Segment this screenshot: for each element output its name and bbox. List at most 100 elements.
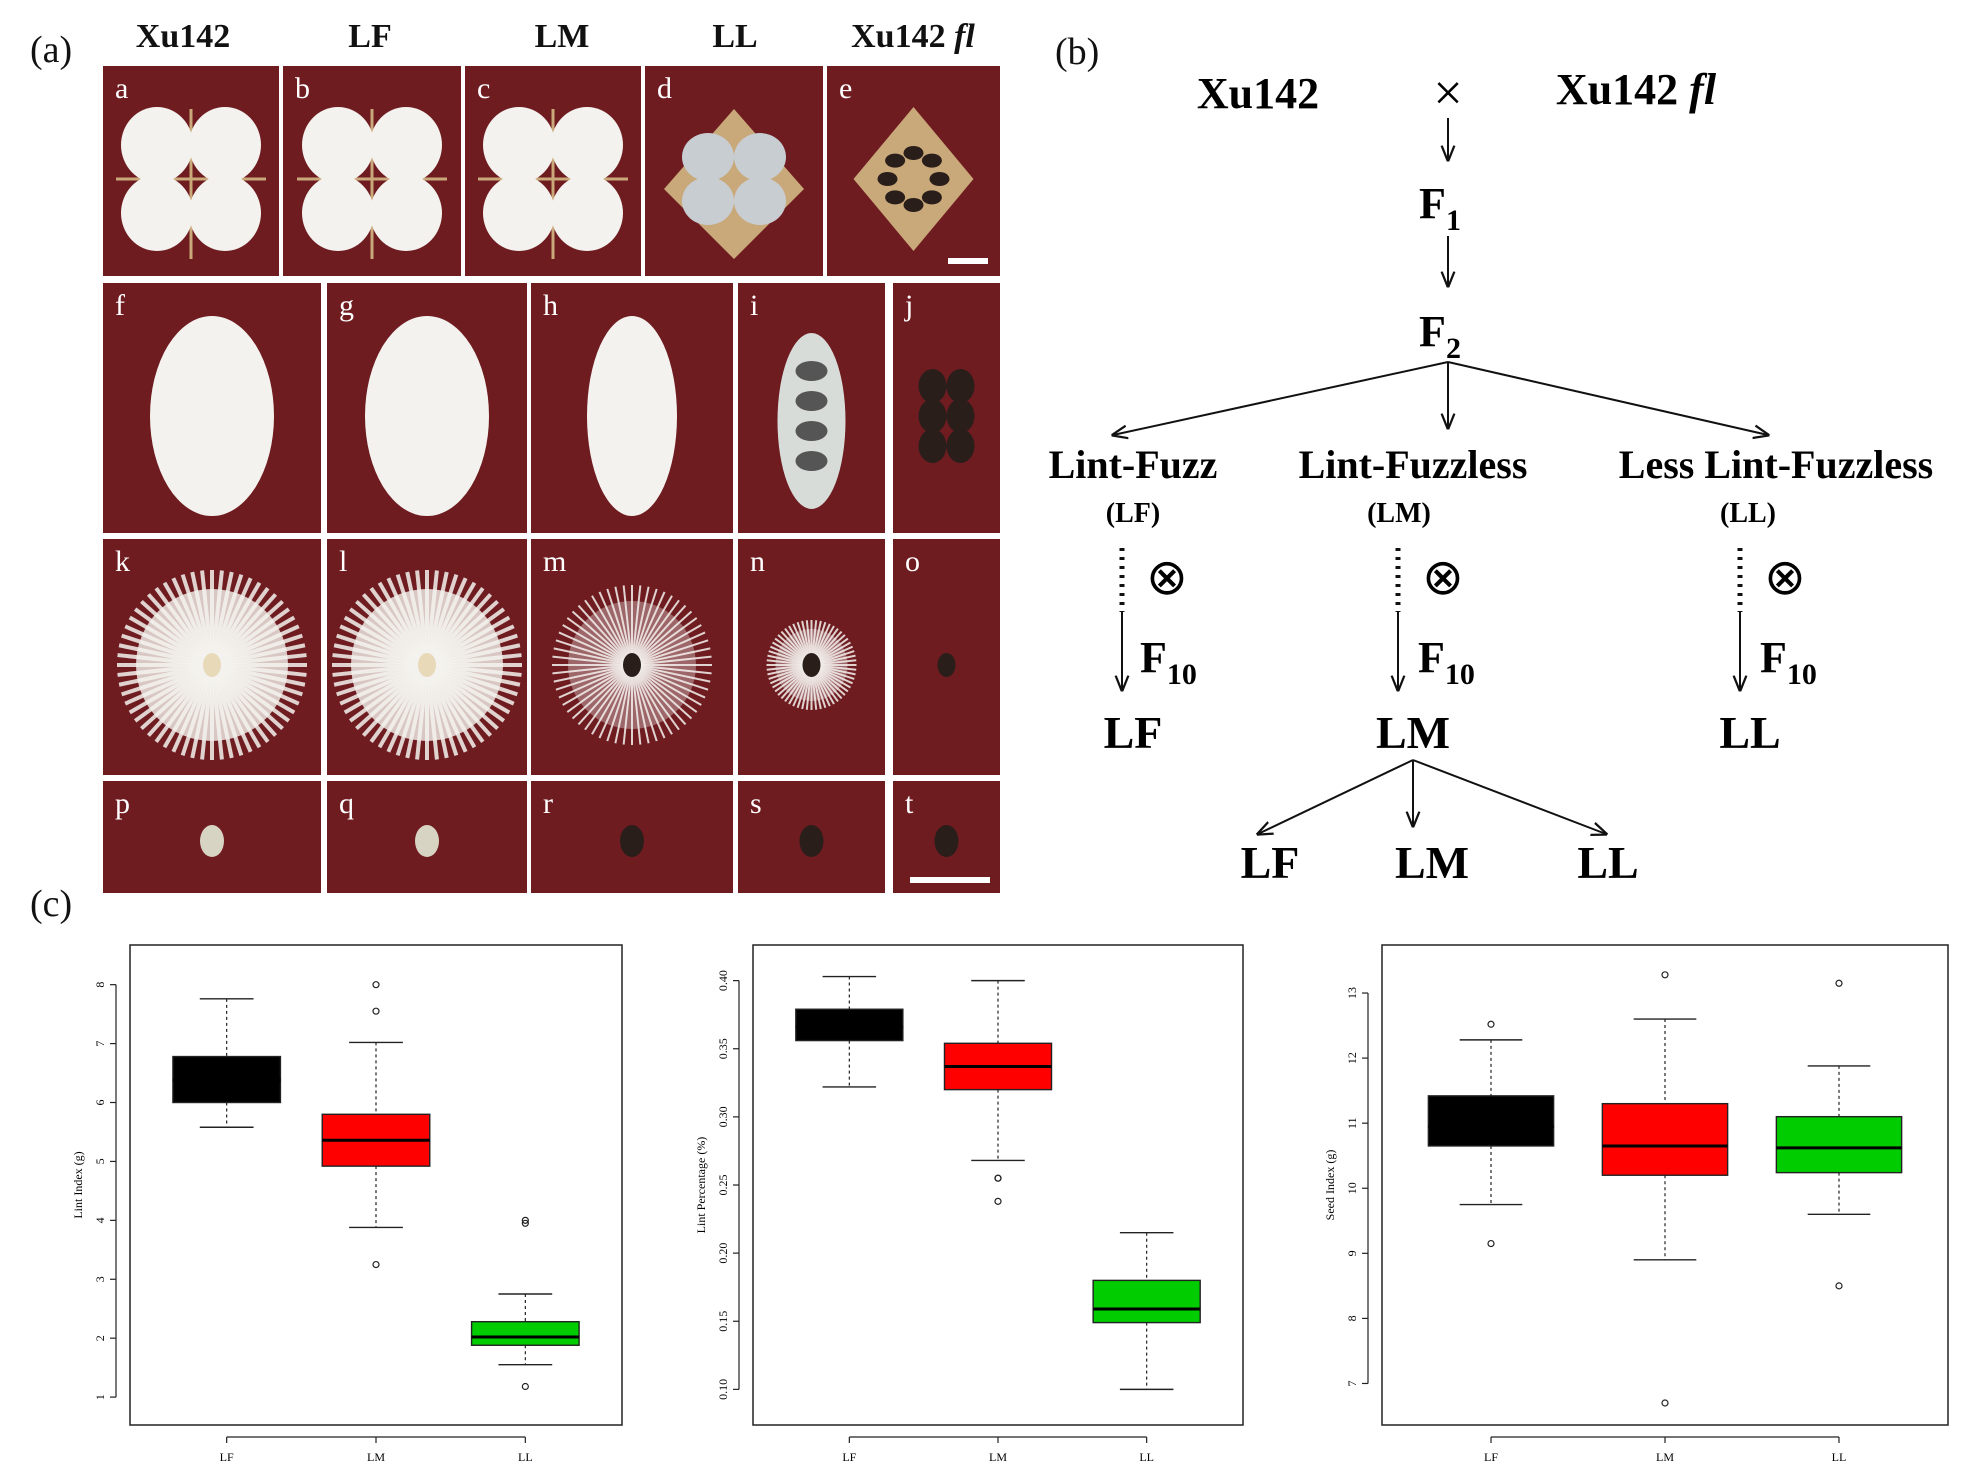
f1-main: F	[1419, 179, 1446, 228]
y-tick-label-2-1: 0.15	[716, 1311, 730, 1332]
class-name-lm: Lint-Fuzzless	[1299, 442, 1528, 487]
y-tick-label-2-0: 0.10	[716, 1379, 730, 1400]
self-symbol-lf: ⊗	[1146, 549, 1188, 605]
gen-label-ll: F10	[1760, 633, 1817, 691]
class-name-ll: Less Lint-Fuzzless	[1619, 442, 1933, 487]
photo-panel-e: e	[827, 66, 1000, 276]
specimen-h	[587, 316, 677, 516]
outlier-1-1-1	[372, 1007, 380, 1015]
outlier-1-2-2	[521, 1216, 529, 1224]
photo-panel-h: h	[531, 283, 733, 533]
column-header-xu142fl: Xu142 fl	[818, 18, 1008, 56]
box-2-LF	[795, 1008, 904, 1042]
parent-right-name: Xu142	[1556, 65, 1689, 114]
photo-panel-q: q	[327, 781, 527, 893]
x-tick-label-2-LL: LL	[1139, 1450, 1154, 1464]
y-tick-label-1-7: 8	[93, 982, 107, 988]
photo-letter-c: c	[477, 72, 491, 105]
photo-panel-i: i	[738, 283, 885, 533]
gen-main-ll: F	[1760, 633, 1787, 682]
photo-letter-k: k	[115, 545, 130, 578]
y-tick-label-2-5: 0.35	[716, 1038, 730, 1059]
specimen-i	[777, 333, 846, 509]
photo-letter-g: g	[339, 289, 354, 322]
x-tick-label-3-LM: LM	[1656, 1450, 1674, 1464]
box-3-LM	[1601, 1102, 1729, 1176]
x-tick-label-1-LM: LM	[367, 1450, 385, 1464]
box-1-LL	[470, 1320, 580, 1346]
photo-panel-j: j	[893, 283, 1000, 533]
f1-sub: 1	[1446, 204, 1461, 237]
parent-right-italic: fl	[1689, 65, 1717, 114]
photo-letter-p: p	[115, 787, 130, 820]
photo-letter-d: d	[657, 72, 672, 105]
photo-letter-f: f	[115, 289, 125, 322]
box-2-LL	[1092, 1279, 1201, 1324]
photo-letter-q: q	[339, 787, 354, 820]
y-tick-label-2-3: 0.25	[716, 1175, 730, 1196]
arrow-lm-to-ll	[1412, 759, 1606, 834]
y-axis-label-2: Lint Percentage (%)	[694, 1137, 708, 1234]
selfing-lf: ⊗ F10 LF	[1104, 548, 1197, 758]
x-tick-label-3-LF: LF	[1484, 1450, 1498, 1464]
photo-letter-n: n	[750, 545, 765, 578]
photo-panel-c: c	[465, 66, 641, 276]
specimen-l	[332, 570, 522, 760]
specimen-a	[116, 107, 266, 259]
specimen-n	[766, 620, 857, 710]
y-tick-label-1-3: 4	[93, 1217, 107, 1223]
photo-letter-m: m	[543, 545, 567, 578]
specimen-f	[150, 316, 274, 516]
class-abbr-lm: (LM)	[1367, 498, 1431, 529]
outlier-3-2-1	[1835, 979, 1843, 987]
column-header-xu142fl-text: Xu142	[851, 18, 955, 55]
selfing-lm: ⊗ F10 LM	[1376, 548, 1475, 758]
y-tick-label-1-5: 6	[93, 1100, 107, 1106]
column-header-lm: LM	[534, 18, 590, 55]
x-tick-label-2-LM: LM	[989, 1450, 1007, 1464]
outlier-1-1-0	[372, 1260, 380, 1269]
arrow-f2-to-ll	[1447, 361, 1768, 435]
cross-symbol: ×	[1433, 65, 1462, 122]
class-name-lf: Lint-Fuzz	[1049, 442, 1218, 487]
outlier-3-1-1	[1661, 971, 1669, 979]
outlier-2-1-0	[994, 1197, 1002, 1205]
x-tick-label-1-LF: LF	[220, 1450, 234, 1464]
photo-letter-e: e	[839, 72, 853, 105]
scale-bar-e	[948, 258, 988, 264]
photo-panel-a: a	[103, 66, 279, 276]
selfing-ll: ⊗ F10 LL	[1719, 548, 1817, 758]
y-tick-label-1-6: 7	[93, 1041, 107, 1047]
y-tick-label-2-6: 0.40	[716, 970, 730, 991]
cross-diagram: Xu142 × Xu142 fl F1 F2 Lint-Fuzz Lint-Fu…	[1049, 65, 1934, 888]
y-tick-label-3-1: 8	[1345, 1315, 1359, 1321]
photo-letter-i: i	[750, 289, 759, 322]
photo-letter-t: t	[905, 787, 914, 820]
arrow-f2-to-lf	[1113, 361, 1449, 435]
photo-letter-r: r	[543, 787, 553, 820]
y-tick-label-1-4: 5	[93, 1158, 107, 1164]
gen-sub-ll: 10	[1787, 658, 1817, 691]
photo-panel-t: t	[893, 781, 1000, 893]
class-abbr-ll: (LL)	[1720, 498, 1776, 529]
photo-panel-d: d	[645, 66, 823, 276]
photo-panel-k: k	[103, 539, 321, 775]
specimen-m	[552, 585, 712, 745]
outlier-3-1-0	[1661, 1399, 1669, 1407]
gen-label-lm: F10	[1418, 633, 1475, 691]
specimen-g	[365, 316, 489, 516]
specimen-r	[620, 825, 644, 857]
f2-sub: 2	[1446, 332, 1461, 365]
outlier-3-0-0	[1487, 1239, 1495, 1248]
y-tick-label-3-4: 11	[1345, 1117, 1359, 1129]
outlier-3-2-0	[1835, 1282, 1843, 1290]
specimen-e	[853, 107, 974, 251]
panel-a-label: (a)	[30, 29, 73, 71]
boxplot-frame-3	[1381, 944, 1949, 1426]
photo-letter-o: o	[905, 545, 920, 578]
y-tick-label-2-4: 0.30	[716, 1106, 730, 1127]
specimen-j	[918, 369, 975, 463]
outlier-3-0-1	[1487, 1020, 1495, 1028]
photo-panel-s: s	[738, 781, 885, 893]
